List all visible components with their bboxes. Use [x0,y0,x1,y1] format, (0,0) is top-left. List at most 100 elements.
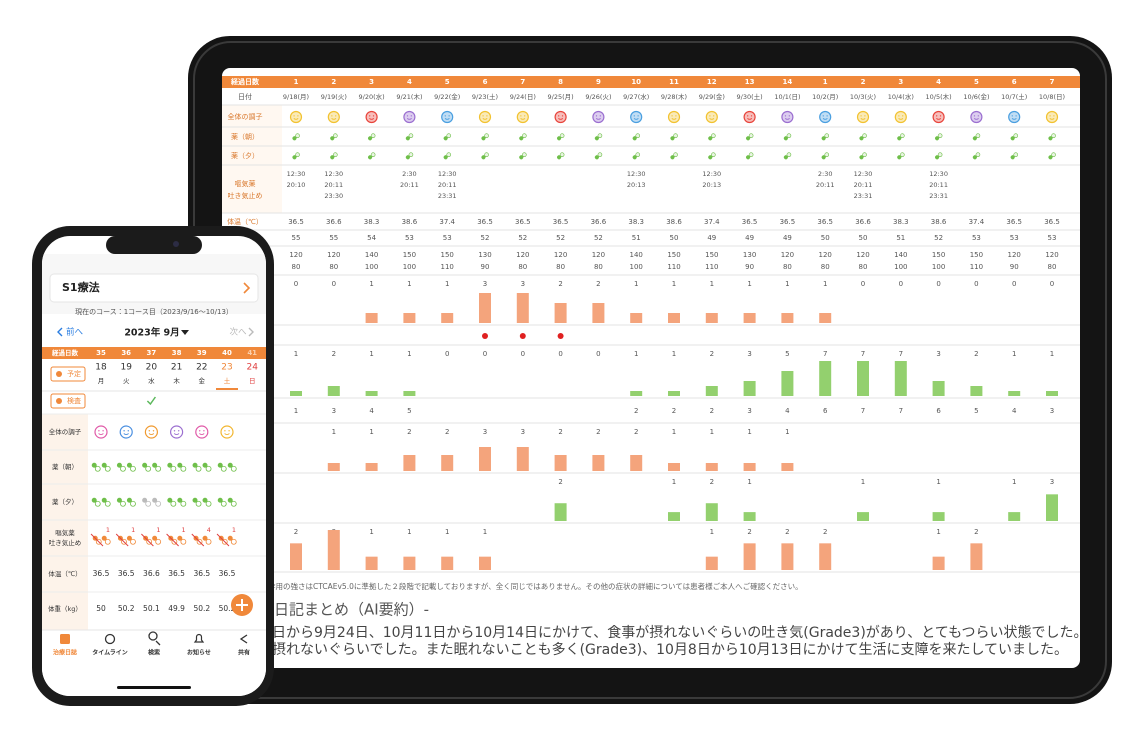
pill-half [783,155,788,160]
test-button[interactable] [50,393,86,409]
nausea-time: 12:30 [324,170,343,178]
nausea-time: 20:11 [854,181,873,189]
pill-half [1013,152,1019,158]
mood-eye [127,430,130,432]
row-label: 薬（夕） [52,497,78,506]
bar-label: 2 [294,528,298,536]
pill-icon [405,152,414,160]
mood-eye [822,115,824,117]
bar-label: 1 [861,478,865,486]
bar-label: 3 [483,428,487,436]
mood-face [220,425,234,439]
day-number: 7 [520,78,525,86]
pill-half [370,152,376,158]
capsule-half [180,538,187,545]
add-button[interactable] [231,594,253,616]
tab-label: お知らせ [187,649,211,657]
date: 10/6(金) [963,92,989,101]
mood-eye [293,115,295,117]
plan-button[interactable] [50,366,86,382]
bar-label: 0 [974,280,978,288]
tab-item[interactable]: タイムライン [92,633,128,657]
capsule-half [192,462,198,468]
mood-face [705,110,718,124]
mood-eye [826,115,828,117]
tab-item[interactable]: 治療日誌 [53,634,77,657]
bar-label: 2 [558,280,562,288]
mood-eye [98,430,100,432]
month-dropdown[interactable] [181,330,189,335]
chevron-left [57,327,63,337]
bar-label: 1 [672,350,676,358]
bar [327,386,340,396]
bar [479,293,491,323]
pill-icon [594,152,603,160]
mood-face [743,110,756,124]
header-label: 経過日数 [230,77,260,86]
regimen-card[interactable] [49,273,259,303]
bar-label: 2 [634,428,638,436]
temperature: 36.6 [591,218,607,226]
pulse: 52 [594,234,603,242]
capsule-icon [142,462,152,472]
temperature: 36.5 [817,218,833,226]
bp-low: 80 [518,263,527,271]
mood-face [667,110,681,124]
bar-label: 2 [747,528,751,536]
bar-label: 1 [332,428,336,436]
temperature: 36.5 [477,218,493,226]
course-text: 現在のコース：1コース目（2023/9/16〜10/13） [75,307,233,316]
bar [668,463,680,471]
bar [327,530,340,570]
weekday: 金 [199,376,206,385]
bp-high: 150 [441,251,454,259]
nausea-time: 12:30 [854,170,873,178]
pill-icon [859,152,867,160]
mood-mouth [898,118,904,120]
capsule-icon [91,497,101,507]
mood-eye [486,115,488,117]
mood-icon [365,110,378,124]
pill-half [443,136,448,141]
pill-half [711,133,716,139]
date: 10/3(火) [850,93,876,101]
bar-label: 1 [672,478,676,486]
pill-half [670,136,675,141]
temperature: 36.5 [168,569,185,578]
pill-icon [519,152,527,160]
bar-label: 1 [1012,350,1016,358]
mood-eye [335,115,337,117]
pill-icon [368,133,376,141]
mood-mouth [671,118,677,120]
date: 10/4(水) [888,92,914,101]
date: 9/24(日) [510,93,536,101]
bar [1046,391,1058,396]
pulse: 53 [1010,234,1019,242]
tab-item[interactable]: お知らせ [187,633,211,657]
row-label: 薬（朝） [52,462,78,471]
bar-label: 3 [1050,478,1054,486]
pill-half [519,136,524,141]
day-number: 4 [936,78,941,86]
bar [932,381,945,396]
capsule-slash [141,533,154,547]
tab-item[interactable]: 検索 [148,631,161,657]
pulse: 55 [329,234,338,242]
pill-half [897,155,902,160]
temperature: 36.6 [326,218,342,226]
mood-face [289,110,303,124]
pill-half [295,133,300,139]
month-title: 2023年 9月 [124,327,179,339]
bar-label: 2 [445,428,449,436]
day-number: 9 [596,78,601,86]
mood-eye [747,115,749,117]
mood-eye [406,115,409,117]
count-value: 2 [634,407,638,415]
capsule-icon [116,497,126,507]
pill-half [862,152,867,158]
pill-icon [935,133,943,141]
tab-item[interactable]: 共有 [238,634,250,657]
mood-mouth [1011,118,1017,120]
temperature: 38.6 [666,218,682,226]
phone-notch [106,236,202,254]
